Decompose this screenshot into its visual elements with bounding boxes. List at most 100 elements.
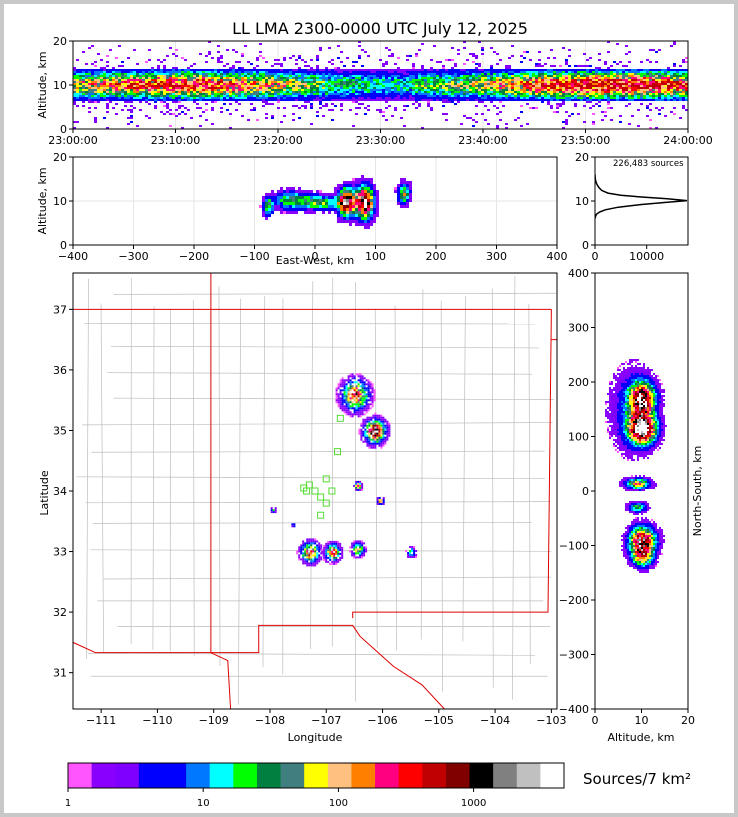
source-pixel <box>640 87 643 89</box>
source-pixel <box>679 93 682 95</box>
source-pixel <box>490 69 493 71</box>
source-pixel <box>268 83 271 85</box>
source-pixel <box>347 379 350 382</box>
source-pixel <box>502 99 505 101</box>
source-pixel <box>283 99 286 101</box>
source-pixel <box>363 395 366 398</box>
source-pixel <box>352 97 355 99</box>
source-pixel <box>361 395 364 398</box>
source-pixel <box>283 57 286 59</box>
source-pixel <box>286 193 289 196</box>
source-pixel <box>409 87 412 89</box>
source-pixel <box>127 123 130 125</box>
source-pixel <box>418 81 421 83</box>
source-pixel <box>211 83 214 85</box>
source-pixel <box>121 75 124 77</box>
source-pixel <box>340 75 343 77</box>
source-pixel <box>365 379 368 382</box>
source-pixel <box>175 81 178 83</box>
source-pixel <box>358 73 361 75</box>
source-pixel <box>357 395 360 398</box>
source-pixel <box>472 73 475 75</box>
source-pixel <box>184 81 187 83</box>
source-pixel <box>334 105 337 107</box>
source-pixel <box>331 69 334 71</box>
source-pixel <box>403 181 406 184</box>
source-pixel <box>616 69 619 71</box>
source-pixel <box>94 97 97 99</box>
source-pixel <box>368 422 371 425</box>
source-pixel <box>523 89 526 91</box>
source-count-annotation: 226,483 sources <box>613 159 684 169</box>
source-pixel <box>217 89 220 91</box>
source-pixel <box>541 81 544 83</box>
source-pixel <box>277 59 280 61</box>
source-pixel <box>358 220 361 223</box>
source-pixel <box>274 59 277 61</box>
source-pixel <box>610 97 613 99</box>
source-pixel <box>361 87 364 89</box>
source-pixel <box>328 47 331 49</box>
source-pixel <box>367 403 370 406</box>
source-pixel <box>310 196 313 199</box>
source-pixel <box>325 77 328 79</box>
source-pixel <box>353 399 356 402</box>
source-pixel <box>553 77 556 79</box>
source-pixel <box>520 95 523 97</box>
source-pixel <box>355 405 358 408</box>
source-pixel <box>583 87 586 89</box>
source-pixel <box>334 97 337 99</box>
source-pixel <box>649 119 652 121</box>
source-pixel <box>565 59 568 61</box>
source-pixel <box>151 97 154 99</box>
source-pixel <box>370 69 373 71</box>
source-pixel <box>349 83 352 85</box>
source-pixel <box>345 391 348 394</box>
source-pixel <box>418 105 421 107</box>
source-pixel <box>364 99 367 101</box>
source-pixel <box>298 187 301 190</box>
source-pixel <box>271 83 274 85</box>
source-pixel <box>496 87 499 89</box>
source-pixel <box>91 63 94 65</box>
source-pixel <box>268 71 271 73</box>
source-pixel <box>268 91 271 93</box>
source-pixel <box>583 81 586 83</box>
source-pixel <box>148 79 151 81</box>
source-pixel <box>313 89 316 91</box>
source-pixel <box>103 85 106 87</box>
source-pixel <box>676 99 679 101</box>
source-pixel <box>343 71 346 73</box>
source-pixel <box>358 85 361 87</box>
source-pixel <box>562 81 565 83</box>
source-pixel <box>322 69 325 71</box>
source-pixel <box>169 93 172 95</box>
source-pixel <box>220 111 223 113</box>
source-pixel <box>328 81 331 83</box>
source-pixel <box>118 95 121 97</box>
source-pixel <box>360 430 363 433</box>
source-pixel <box>448 97 451 99</box>
source-pixel <box>271 75 274 77</box>
source-pixel <box>679 69 682 71</box>
source-pixel <box>334 73 337 75</box>
source-pixel <box>286 81 289 83</box>
source-pixel <box>133 79 136 81</box>
source-pixel <box>667 85 670 87</box>
source-pixel <box>640 75 643 77</box>
source-pixel <box>664 73 667 75</box>
source-pixel <box>382 87 385 89</box>
source-pixel <box>199 53 202 55</box>
source-pixel <box>85 91 88 93</box>
source-pixel <box>88 101 91 103</box>
source-pixel <box>298 77 301 79</box>
source-pixel <box>400 87 403 89</box>
source-pixel <box>526 75 529 77</box>
source-pixel <box>472 125 475 127</box>
source-pixel <box>685 109 688 111</box>
source-pixel <box>340 205 343 208</box>
source-pixel <box>616 79 619 81</box>
source-pixel <box>565 111 568 113</box>
source-pixel <box>394 187 397 190</box>
source-pixel <box>502 83 505 85</box>
